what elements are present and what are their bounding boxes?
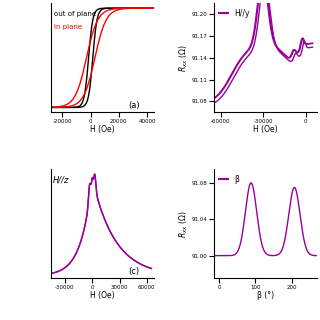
Y-axis label: $R_{xx}$ (Ω): $R_{xx}$ (Ω) (178, 44, 190, 72)
X-axis label: H (Oe): H (Oe) (90, 125, 115, 134)
Text: out of plane: out of plane (54, 11, 96, 17)
Legend: H//y: H//y (218, 7, 252, 19)
X-axis label: H (Oe): H (Oe) (253, 125, 278, 134)
Legend: β: β (218, 173, 241, 185)
Text: H//z: H//z (53, 175, 70, 184)
Y-axis label: $R_{xx}$ (Ω): $R_{xx}$ (Ω) (178, 210, 190, 237)
X-axis label: β (°): β (°) (257, 291, 274, 300)
Text: (a): (a) (128, 101, 140, 110)
Text: (c): (c) (128, 267, 140, 276)
X-axis label: H (Oe): H (Oe) (90, 291, 115, 300)
Text: in plane: in plane (54, 24, 83, 30)
